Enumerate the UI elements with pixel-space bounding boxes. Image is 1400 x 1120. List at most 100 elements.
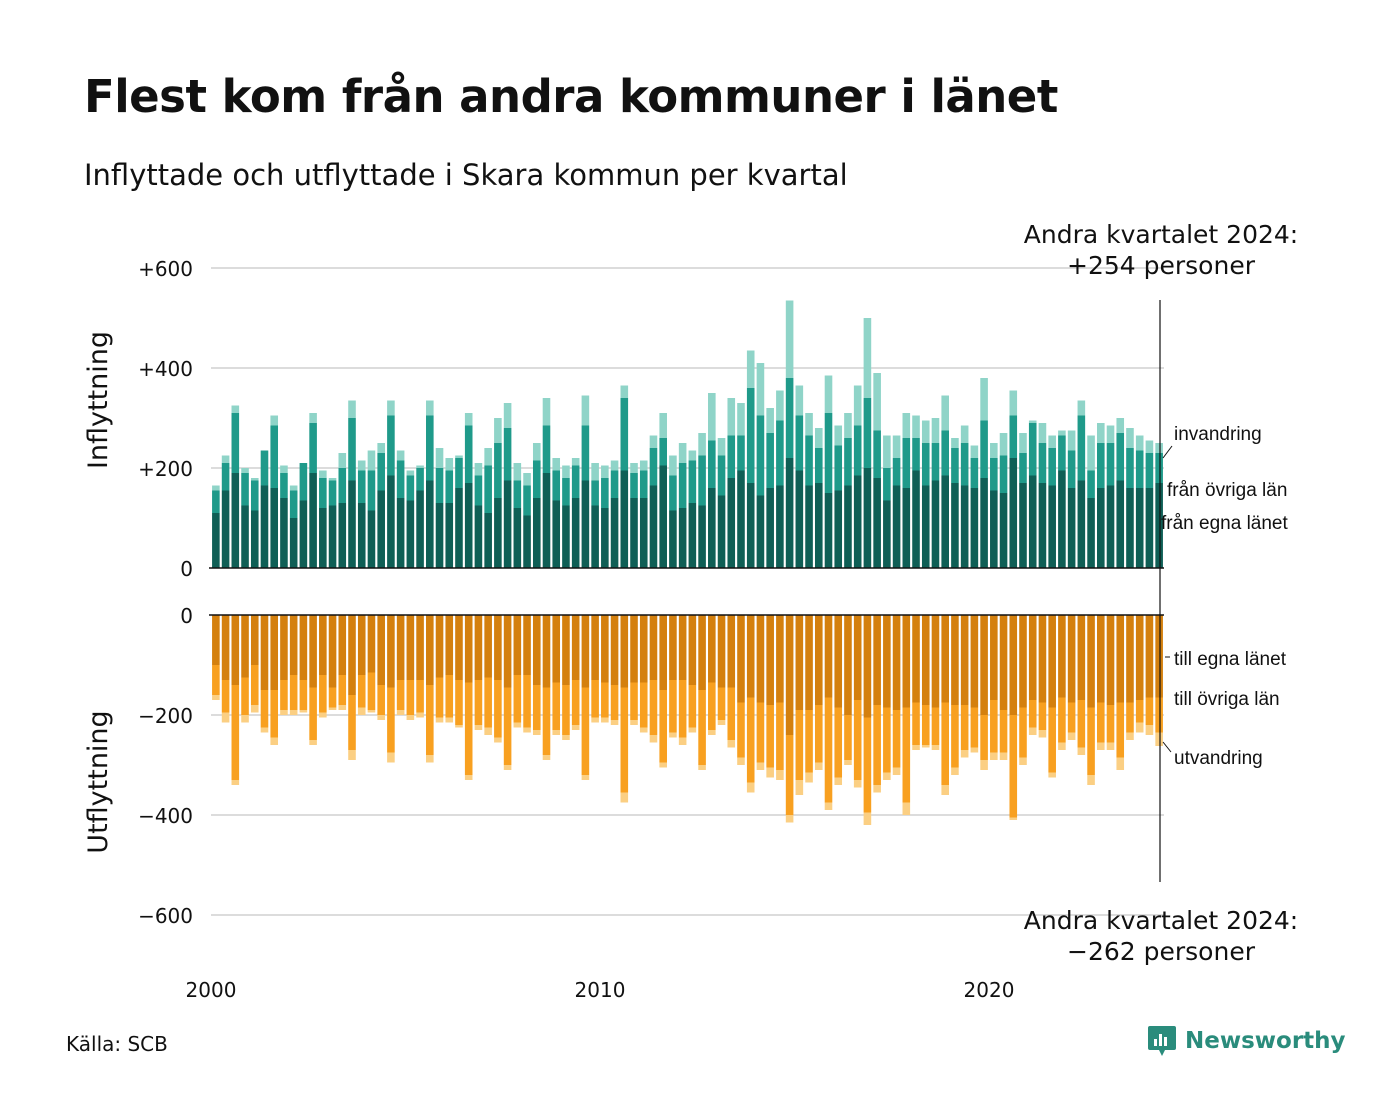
outflow-bar-44 [639, 615, 648, 733]
inflow-egna-25 [455, 488, 463, 568]
inflow-invandring-42 [620, 385, 629, 398]
inflow-ovriga-81 [999, 455, 1008, 493]
outflow-utvandring-7 [280, 710, 288, 715]
inflow-egna-70 [892, 485, 901, 568]
outflow-egna-50 [698, 615, 706, 690]
inflow-invandring-49 [688, 450, 697, 461]
inflow-egna-73 [921, 485, 930, 568]
outflow-ovriga-32 [523, 675, 531, 728]
outflow-ovriga-20 [406, 680, 415, 715]
outflow-bar-84 [1028, 615, 1037, 735]
inflow-ovriga-76 [951, 448, 959, 483]
inflow-ovriga-50 [698, 455, 706, 506]
outflow-utvandring-93 [1116, 757, 1125, 770]
inflow-egna-40 [601, 508, 609, 568]
inflow-egna-14 [348, 480, 356, 568]
outflow-utvandring-21 [416, 712, 424, 718]
outflow-egna-21 [416, 615, 424, 680]
inflow-invandring-43 [630, 463, 638, 473]
inflow-ovriga-41 [610, 470, 619, 498]
inflow-invandring-74 [931, 418, 940, 443]
brand-logo[interactable]: Newsworthy [1147, 1024, 1346, 1058]
outflow-egna-44 [639, 615, 648, 683]
inflow-bar-76 [951, 438, 959, 568]
inflow-bar-24 [445, 458, 454, 568]
inflow-invandring-48 [678, 443, 687, 463]
outflow-utvandring-55 [746, 782, 755, 793]
inflow-ovriga-52 [717, 455, 726, 496]
outflow-utvandring-54 [737, 757, 745, 765]
inflow-invandring-90 [1087, 435, 1095, 471]
inflow-egna-38 [581, 480, 590, 568]
inflow-egna-18 [387, 475, 395, 568]
outflow-utvandring-76 [951, 767, 959, 775]
inflow-invandring-35 [552, 458, 561, 471]
inflow-egna-53 [727, 478, 736, 568]
inflow-ovriga-59 [785, 378, 794, 458]
series-labels: invandring från övriga län från egna län… [1161, 424, 1288, 769]
inflow-egna-15 [357, 503, 366, 568]
outflow-ovriga-74 [931, 707, 940, 745]
outflow-egna-58 [776, 615, 784, 703]
inflow-ovriga-1 [221, 463, 230, 491]
inflow-egna-52 [717, 495, 726, 568]
inflow-ovriga-38 [581, 425, 590, 481]
outflow-ovriga-50 [698, 690, 706, 765]
inflow-bar-77 [960, 425, 969, 568]
inflow-egna-69 [883, 500, 891, 568]
top-annotation-line1: Andra kvartalet 2024: [1024, 220, 1298, 249]
newsworthy-logo-icon [1148, 1026, 1176, 1056]
inflow-egna-82 [1009, 458, 1018, 568]
inflow-ovriga-85 [1038, 443, 1047, 483]
inflow-ovriga-19 [396, 460, 405, 498]
outflow-bar-39 [591, 615, 599, 723]
inflow-ovriga-70 [892, 458, 901, 486]
inflow-invandring-60 [795, 385, 804, 416]
inflow-invandring-4 [250, 478, 259, 481]
outflow-utvandring-65 [844, 760, 852, 765]
inflow-ovriga-74 [931, 443, 940, 481]
inflow-ovriga-61 [805, 435, 813, 486]
outflow-utvandring-29 [494, 737, 502, 743]
outflow-bar-79 [980, 615, 988, 770]
outflow-bar-56 [756, 615, 765, 770]
outflow-bar-78 [970, 615, 979, 753]
inflow-invandring-76 [951, 438, 959, 448]
outflow-utvandring-48 [678, 737, 687, 745]
outflow-utvandring-19 [396, 710, 405, 715]
outflow-egna-19 [396, 615, 405, 680]
outflow-ovriga-48 [678, 680, 687, 738]
bottom-annotation: Andra kvartalet 2024: −262 personer [1024, 906, 1298, 966]
outflow-egna-64 [834, 615, 843, 708]
outflow-egna-20 [406, 615, 415, 680]
outflow-utvandring-73 [921, 745, 930, 748]
inflow-invandring-37 [571, 458, 580, 466]
inflow-egna-49 [688, 503, 697, 568]
outflow-bar-49 [688, 615, 697, 733]
outflow-egna-34 [542, 615, 551, 688]
inflow-ovriga-21 [416, 468, 424, 491]
inflow-ovriga-4 [250, 480, 259, 511]
inflow-ovriga-40 [601, 478, 609, 508]
outflow-bar-81 [999, 615, 1008, 760]
outflow-egna-74 [931, 615, 940, 708]
outflow-egna-78 [970, 615, 979, 708]
outflow-utvandring-23 [435, 717, 444, 723]
outflow-egna-84 [1028, 615, 1037, 700]
inflow-bar-57 [766, 408, 774, 568]
outflow-ovriga-4 [250, 665, 259, 705]
outflow-bar-36 [562, 615, 570, 740]
outflow-ovriga-22 [426, 685, 434, 755]
outflow-tick-0: 0 [180, 604, 193, 628]
outflow-utvandring-44 [639, 727, 648, 733]
outflow-tick-200: −200 [138, 704, 193, 728]
inflow-bar-27 [474, 463, 483, 568]
outflow-bar-55 [746, 615, 755, 793]
outflow-ovriga-23 [435, 677, 444, 718]
inflow-bar-34 [542, 398, 551, 568]
inflow-invandring-68 [873, 373, 881, 431]
label-invandring: invandring [1174, 424, 1262, 445]
inflow-ovriga-23 [435, 468, 444, 503]
inflow-invandring-19 [396, 450, 405, 461]
inflow-egna-8 [289, 518, 298, 568]
